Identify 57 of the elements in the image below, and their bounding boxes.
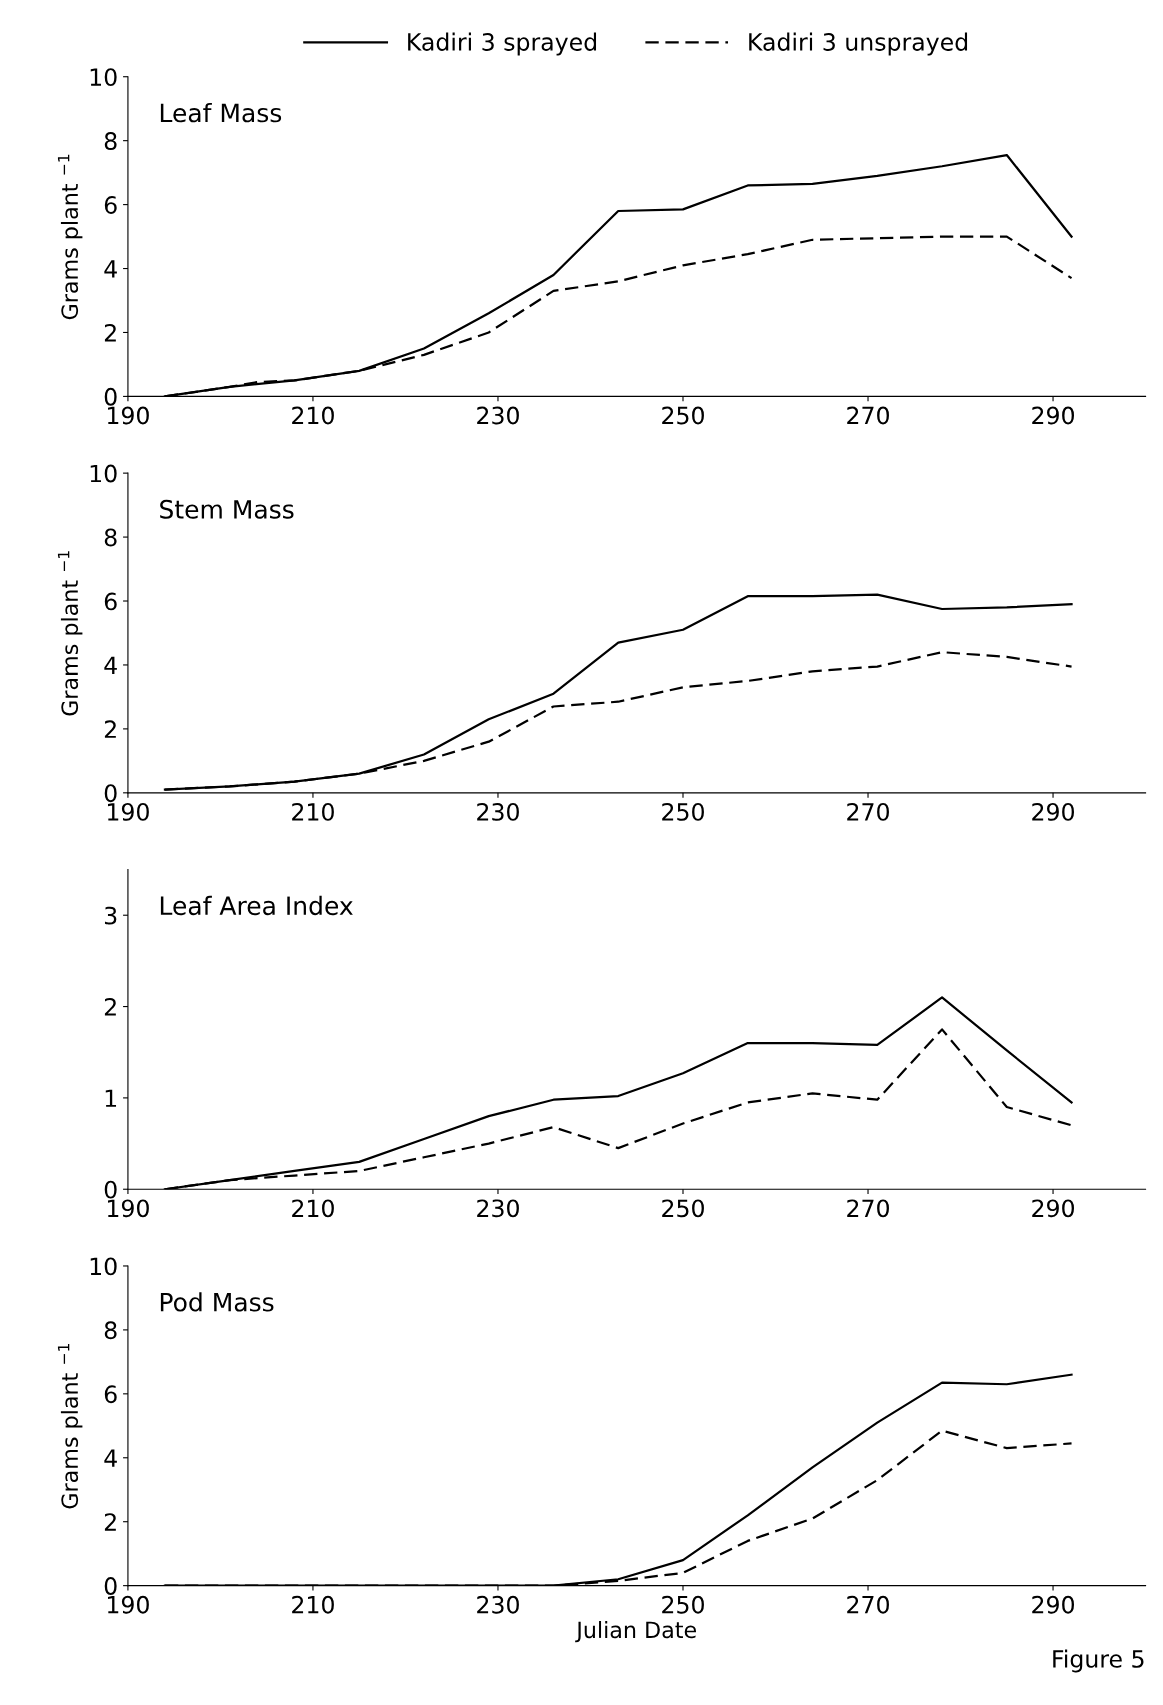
y-tick-label: 4 — [104, 260, 117, 278]
x-tick-label: 290 — [1032, 406, 1075, 425]
x-tick-label: 210 — [292, 406, 334, 425]
x-tick-label: 190 — [107, 802, 149, 821]
x-tick-label: 270 — [847, 1595, 889, 1614]
x-tick-label: 210 — [292, 1595, 334, 1614]
x-tick-label: 190 — [107, 1595, 149, 1614]
text: Pod Mass — [160, 1292, 274, 1312]
x-tick-label: 250 — [662, 1595, 704, 1614]
y-tick-label: 4 — [104, 656, 117, 674]
x-tick-label: 250 — [662, 406, 704, 425]
x-tick-label: 270 — [847, 1199, 889, 1218]
x-tick-label: 190 — [107, 1199, 149, 1218]
y-tick-label: 10 — [90, 1257, 117, 1276]
y-axis-title: Grams plant $^{−1}$ — [57, 154, 83, 320]
x-axis-title: Julian Date — [575, 1621, 696, 1643]
x-tick-label: 230 — [477, 1595, 519, 1614]
y-tick-label: 10 — [90, 68, 117, 87]
caption: Figure 5 — [1053, 1649, 1144, 1673]
x-tick-label: 290 — [1032, 1595, 1075, 1614]
x-tick-label: 190 — [107, 406, 149, 425]
y-tick-label: 0 — [104, 784, 117, 803]
y-tick-label: 2 — [104, 998, 116, 1016]
text: Leaf Mass — [160, 102, 282, 123]
y-tick-label: 2 — [104, 1513, 116, 1531]
y-tick-label: 0 — [104, 1180, 117, 1199]
y-tick-label: 2 — [104, 720, 116, 738]
y-tick-label: 2 — [104, 323, 116, 342]
y-tick-label: 1 — [105, 1089, 117, 1107]
legend-label: Kadiri 3 sprayed — [408, 32, 597, 56]
x-tick-label: 290 — [1032, 1199, 1075, 1218]
x-tick-label: 230 — [477, 406, 519, 425]
x-tick-label: 230 — [477, 802, 519, 821]
x-tick-label: 270 — [847, 406, 889, 425]
y-axis-title: Grams plant $^{−1}$ — [57, 551, 83, 716]
y-tick-label: 4 — [104, 1449, 117, 1467]
x-tick-label: 290 — [1032, 802, 1075, 821]
y-tick-label: 6 — [104, 592, 117, 611]
x-tick-label: 210 — [292, 1199, 334, 1218]
y-tick-label: 0 — [104, 1577, 117, 1595]
y-tick-label: 8 — [104, 132, 117, 150]
y-tick-label: 6 — [104, 196, 117, 214]
text: Stem Mass — [160, 499, 294, 519]
y-tick-label: 0 — [104, 387, 117, 406]
legend-label: Kadiri 3 unsprayed — [749, 32, 968, 56]
y-tick-label: 8 — [104, 528, 117, 547]
x-tick-label: 250 — [662, 802, 704, 821]
x-tick-label: 270 — [847, 802, 889, 821]
y-tick-label: 3 — [104, 906, 117, 925]
x-tick-label: 250 — [662, 1199, 704, 1218]
y-tick-label: 10 — [90, 464, 117, 483]
x-tick-label: 210 — [292, 802, 334, 821]
y-tick-label: 6 — [104, 1385, 117, 1404]
text: Leaf Area Index — [160, 895, 353, 916]
x-tick-label: 230 — [477, 1199, 519, 1218]
y-axis-title: Grams plant $^{−1}$ — [57, 1343, 83, 1509]
y-tick-label: 8 — [104, 1321, 117, 1340]
